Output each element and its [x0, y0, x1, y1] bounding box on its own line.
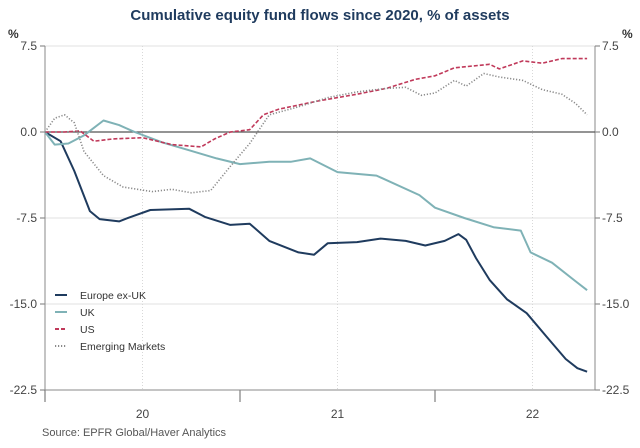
legend: Europe ex-UK UK US Emerging Markets	[55, 290, 165, 353]
legend-label: UK	[80, 307, 95, 319]
y-tick-label-right: -7.5	[602, 211, 623, 225]
series-line-us	[45, 57, 588, 148]
series-lines	[44, 57, 588, 373]
x-tick-label: 22	[526, 407, 540, 421]
x-tick-label: 20	[136, 407, 150, 421]
y-tick-label-left: -7.5	[16, 211, 37, 225]
legend-label: Emerging Markets	[80, 341, 165, 353]
y-axis-unit-left: %	[8, 27, 19, 41]
y-axis-unit-right: %	[622, 27, 633, 41]
x-tick-label: 21	[331, 407, 345, 421]
y-tick-label-left: -15.0	[10, 297, 38, 311]
y-tick-label-right: 0.0	[602, 125, 619, 139]
legend-label: US	[80, 324, 95, 336]
y-tick-label-left: 7.5	[20, 39, 37, 53]
series-line-uk	[44, 119, 588, 291]
y-tick-label-right: 7.5	[602, 39, 619, 53]
source-note: Source: EPFR Global/Haver Analytics	[42, 427, 227, 439]
series-line-europe-ex-uk	[44, 131, 588, 373]
series-line-emerging-markets	[44, 72, 588, 194]
axes: 7.5 7.5 0.0 0.0 -7.5 -7.5 -15.0 -15.0 -22.5 -22.5…	[10, 39, 630, 421]
y-tick-label-left: 0.0	[20, 125, 37, 139]
y-tick-label-right: -22.5	[602, 383, 630, 397]
chart-title: Cumulative equity fund flows since 2020,…	[130, 7, 509, 24]
legend-label: Europe ex-UK	[80, 290, 146, 302]
y-tick-label-right: -15.0	[602, 297, 630, 311]
y-tick-label-left: -22.5	[10, 383, 38, 397]
